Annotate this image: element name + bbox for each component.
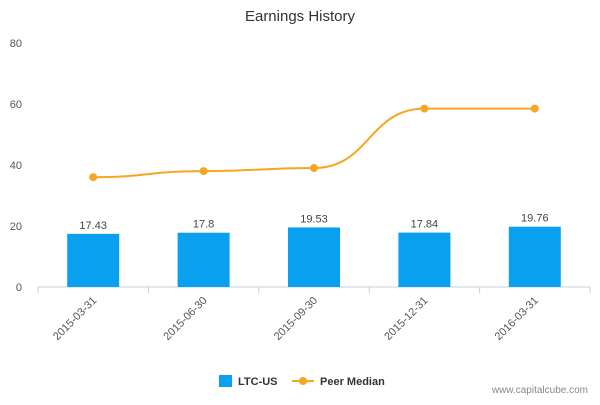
peer-median-point-2015-03-31 [89, 173, 98, 182]
peer-median-line [93, 107, 535, 179]
y-tick-label-0: 0 [16, 282, 22, 294]
peer-median-point-2015-09-30 [310, 164, 318, 173]
bar-data-label-2015-09-30: 19.53 [300, 213, 328, 225]
bar-data-labels: 17.43 17.8 19.53 17.84 19.76 [79, 213, 548, 232]
x-tick-label-2015-06-30: 2015-06-30 [161, 295, 209, 343]
peer-median-point-2015-12-31 [420, 104, 429, 113]
bar-2015-06-30 [177, 232, 230, 287]
x-tick-label-2015-09-30: 2015-09-30 [272, 295, 320, 343]
y-tick-label-20: 20 [10, 221, 22, 233]
x-tick-label-2016-03-31: 2016-03-31 [493, 295, 541, 343]
y-tick-label-80: 80 [10, 38, 22, 50]
y-tick-label-40: 40 [10, 160, 22, 172]
line-series [89, 104, 539, 182]
bar-data-label-2015-12-31: 17.84 [411, 219, 439, 231]
x-tick-label-2015-12-31: 2015-12-31 [382, 295, 430, 343]
y-axis: 0 20 40 60 80 [10, 38, 22, 294]
bar-series [67, 226, 561, 287]
legend-marker-peer-median [299, 377, 307, 385]
legend-swatch-ltc-us [219, 375, 232, 387]
bar-2015-12-31 [398, 232, 451, 287]
legend-label-peer-median: Peer Median [320, 376, 385, 388]
source-credit: www.capitalcube.com [491, 385, 588, 396]
bar-data-label-2015-06-30: 17.8 [193, 219, 214, 231]
y-tick-label-60: 60 [10, 99, 22, 111]
x-axis: 2015-03-31 2015-06-30 2015-09-30 2015-12-31… [37, 286, 591, 343]
bar-data-label-2016-03-31: 19.76 [521, 213, 549, 225]
bar-data-label-2015-03-31: 17.43 [79, 220, 107, 232]
legend-label-ltc-us: LTC-US [238, 376, 278, 388]
legend: LTC-US Peer Median [219, 375, 385, 388]
bar-2015-09-30 [288, 227, 340, 287]
bar-2015-03-31 [67, 233, 120, 287]
chart-title: Earnings History [245, 8, 356, 25]
peer-median-point-2015-06-30 [199, 167, 208, 176]
peer-median-point-2016-03-31 [530, 104, 539, 113]
bar-2016-03-31 [508, 226, 561, 287]
x-tick-label-2015-03-31: 2015-03-31 [51, 295, 99, 343]
